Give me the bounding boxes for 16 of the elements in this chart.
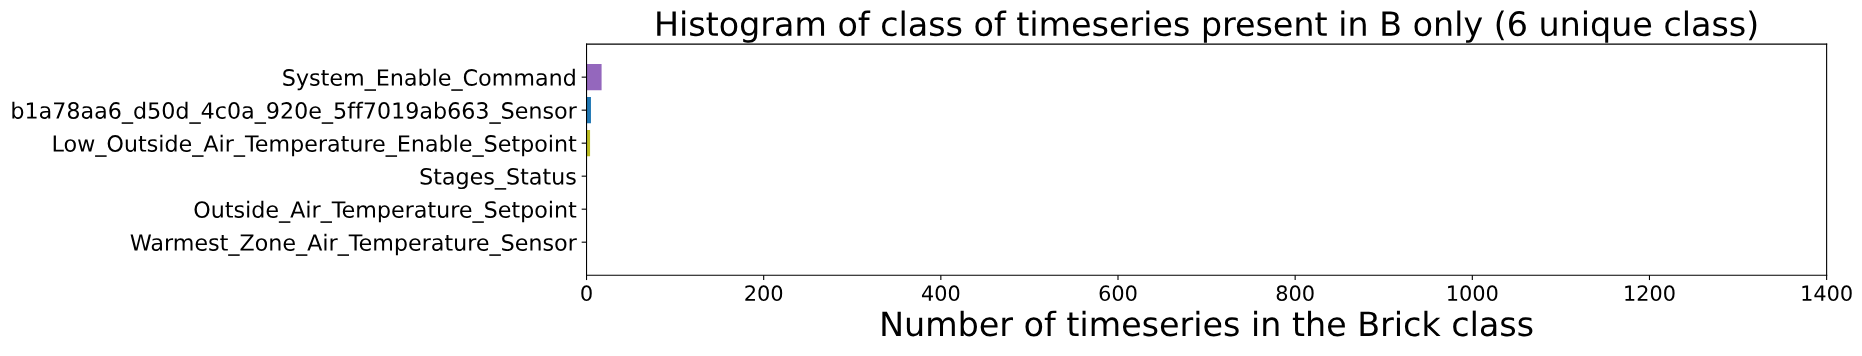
y-tick-label: Warmest_Zone_Air_Temperature_Sensor (130, 233, 577, 256)
y-tick-label: Outside_Air_Temperature_Setpoint (194, 200, 577, 223)
x-tick-label: 400 (921, 285, 960, 302)
y-tick-label: Low_Outside_Air_Temperature_Enable_Setpoint (53, 134, 577, 157)
y-tick-label: Stages_Status (420, 167, 576, 190)
chart-title: Histogram of class of timeseries present in B only (6 unique class) (657, 10, 1757, 43)
x-tick-label: 600 (1099, 285, 1137, 302)
x-tick-label: 1000 (1448, 285, 1498, 302)
x-tick-label: 1400 (1802, 285, 1852, 302)
x-tick-label: 1200 (1625, 285, 1675, 302)
x-tick-label: 200 (745, 285, 783, 302)
x-axis-title: Number of timeseries in the Brick class (882, 310, 1533, 337)
x-tick-label: 800 (1276, 285, 1314, 302)
x-tick-label: 0 (581, 285, 592, 302)
y-tick-label: System_Enable_Command (283, 68, 575, 91)
y-tick-label: b1a78aa6_d50d_4c0a_920e_5ff7019ab663_Sensor (12, 101, 577, 124)
